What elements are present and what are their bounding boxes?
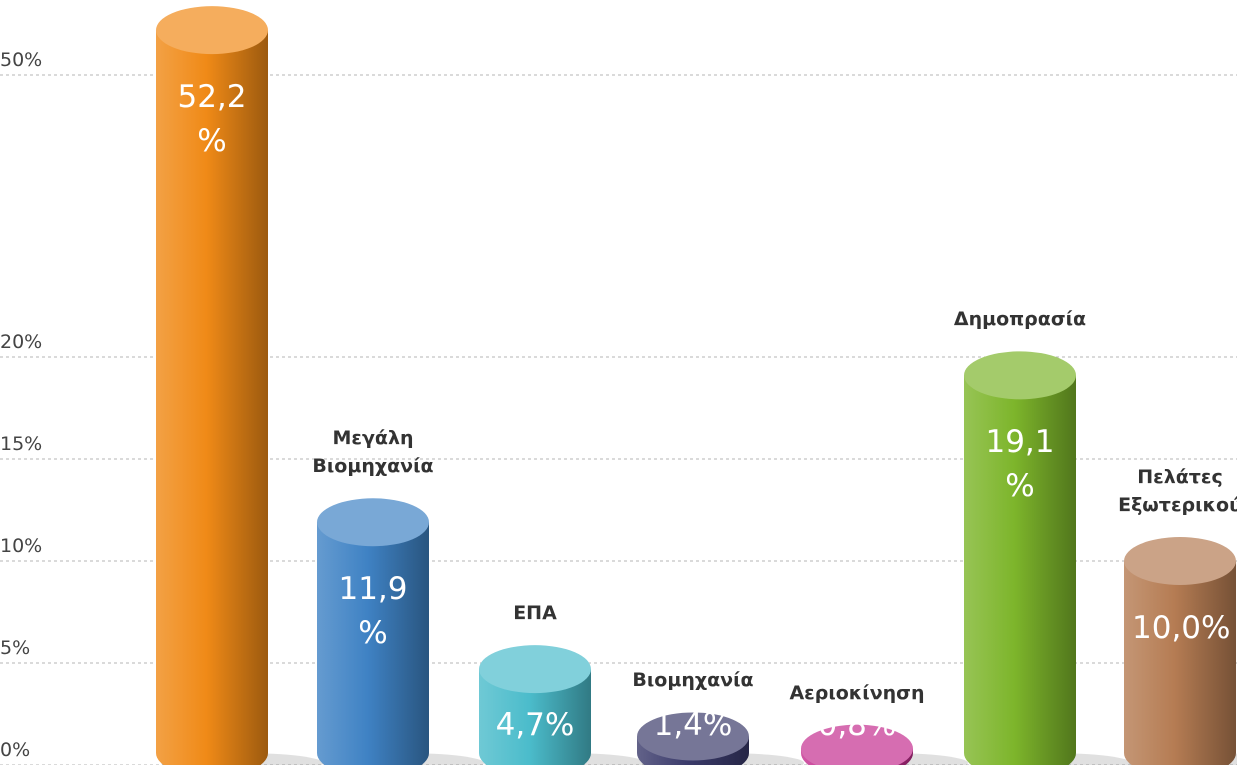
bar-top	[156, 6, 268, 55]
bar-top	[637, 712, 749, 761]
value-label: 19,1 %	[985, 424, 1055, 505]
bar	[317, 522, 429, 765]
bar	[964, 375, 1076, 765]
value-label: 52,2 %	[177, 79, 247, 160]
value-label: 1,4%	[653, 707, 733, 743]
y-tick-label: 5%	[0, 637, 31, 659]
bar-top	[964, 351, 1076, 400]
bar	[479, 669, 591, 765]
category-label: Βιομηχανία	[632, 669, 754, 692]
y-tick-label: 50%	[0, 49, 43, 71]
bar-top	[1124, 537, 1236, 585]
y-tick-label: 10%	[0, 535, 43, 557]
bar	[1124, 561, 1236, 765]
bar-top	[317, 498, 429, 547]
bar-top	[801, 724, 913, 765]
bar	[156, 30, 268, 765]
category-label: Δημοπρασία	[953, 308, 1087, 331]
y-tick-label: 15%	[0, 433, 43, 455]
value-label: 4,7%	[495, 707, 575, 743]
category-label: Μεγάλη Βιομηχανία	[312, 427, 434, 478]
category-label: ΕΠΑ	[513, 602, 557, 625]
value-label: 0,8%	[817, 707, 897, 743]
category-label: Πελάτες Εξωτερικού	[1118, 466, 1237, 516]
category-label: Αεριοκίνηση	[789, 681, 925, 704]
bar-top	[479, 645, 591, 694]
y-tick-label: 0%	[0, 739, 31, 761]
value-label: 10,0%	[1132, 610, 1231, 646]
y-tick-label: 20%	[0, 331, 43, 353]
value-label: 11,9 %	[338, 571, 408, 652]
